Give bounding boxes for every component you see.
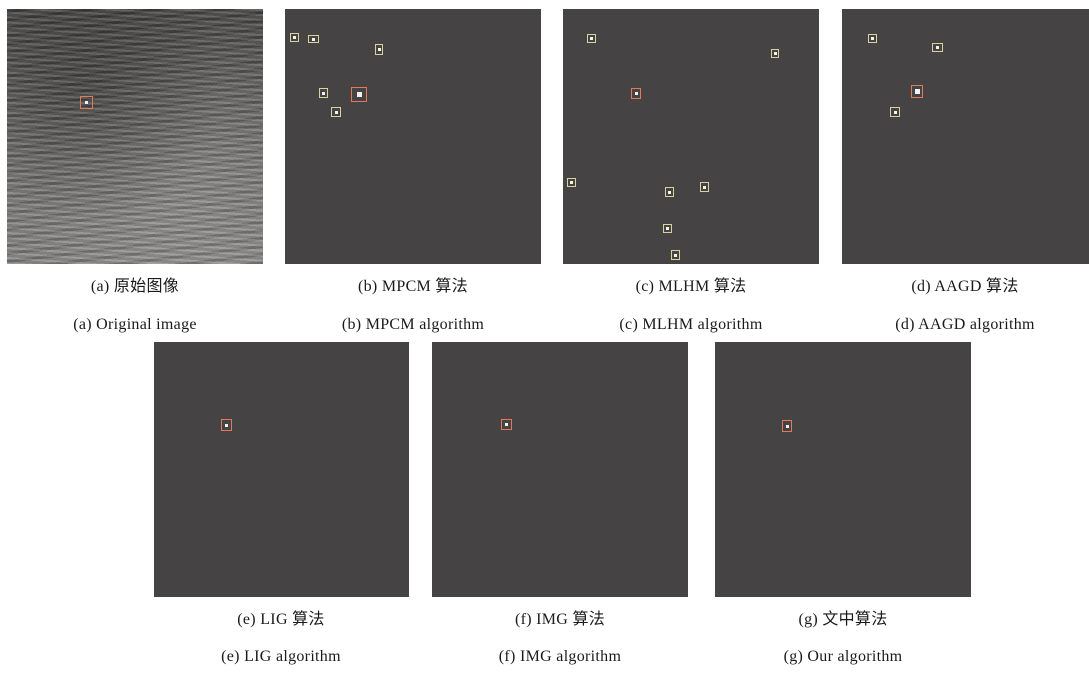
target-box-true [501,419,512,430]
target-box-true [80,96,93,109]
target-box-false [567,178,576,187]
panel-lig-result [154,342,409,597]
target-box-false [331,107,341,117]
target-box-false [308,35,319,43]
target-box-false [663,224,672,233]
target-box-true [911,85,923,98]
caption-zh-f: (f) IMG 算法 [514,611,606,628]
caption-zh-a: (a) 原始图像 [90,278,180,295]
panel-our-result [715,342,971,597]
caption-en-b: (b) MPCM algorithm [341,316,485,333]
target-box-false [771,49,779,58]
caption-zh-c: (c) MLHM 算法 [635,278,747,295]
target-box-true [221,419,232,431]
caption-en-e: (e) LIG algorithm [221,648,341,665]
target-box-false [932,43,943,52]
target-box-false [319,88,328,98]
caption-en-a: (a) Original image [73,316,197,333]
panel-original-image [7,9,263,264]
target-box-true [782,420,792,432]
target-box-false [671,250,680,260]
caption-en-f: (f) IMG algorithm [498,648,622,665]
sea-clutter-texture [7,9,263,264]
target-box-false [290,33,299,42]
caption-zh-e: (e) LIG 算法 [237,611,325,628]
panel-mlhm-result [563,9,819,264]
target-box-false [587,34,596,43]
target-box-false [890,107,900,117]
caption-zh-b: (b) MPCM 算法 [358,278,468,295]
caption-en-c: (c) MLHM algorithm [619,316,763,333]
panel-img-result [432,342,688,597]
target-box-true [351,87,367,102]
panel-mpcm-result [285,9,541,264]
target-box-false [868,34,877,43]
target-box-false [665,187,674,197]
caption-zh-g: (g) 文中算法 [798,611,888,628]
target-box-true [631,88,641,99]
caption-zh-d: (d) AAGD 算法 [911,278,1019,295]
target-box-false [375,44,383,55]
target-box-false [700,182,709,192]
panel-aagd-result [842,9,1089,264]
caption-en-d: (d) AAGD algorithm [895,316,1035,333]
caption-en-g: (g) Our algorithm [783,648,903,665]
